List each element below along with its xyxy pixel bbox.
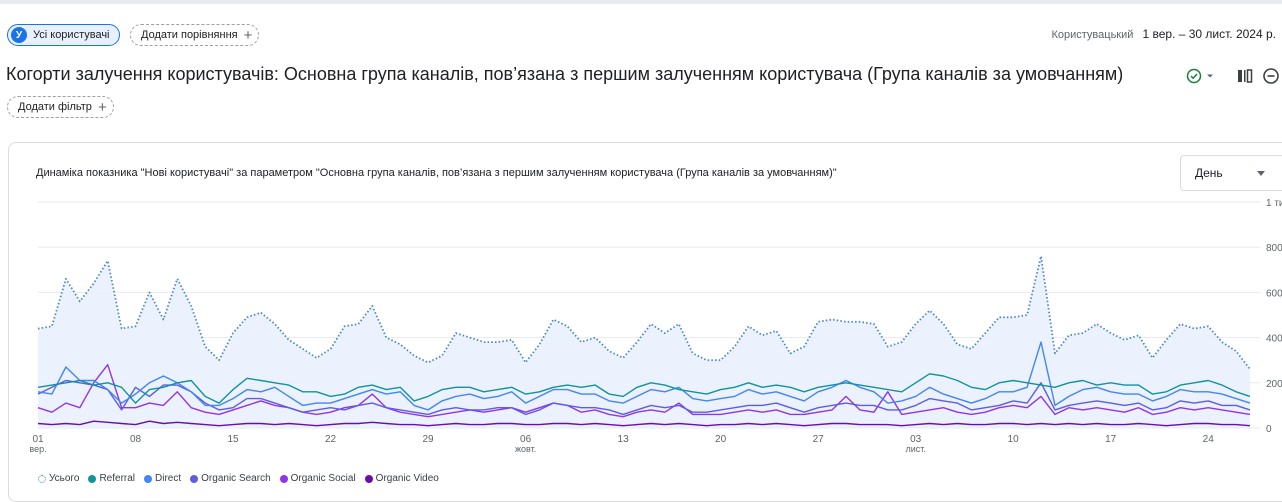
- y-tick-label: 0: [1266, 424, 1272, 435]
- date-range-selector[interactable]: Користувацький 1 вер. – 30 лист. 2024 р.: [1051, 27, 1276, 41]
- x-tick-sublabel: вер.: [29, 444, 46, 454]
- x-tick-label: 15: [227, 434, 239, 445]
- x-tick-label: 01: [32, 434, 44, 445]
- legend-label: Organic Video: [375, 473, 439, 484]
- legend-item-referral[interactable]: Referral: [88, 473, 135, 484]
- add-comparison-button[interactable]: Додати порівняння +: [130, 24, 260, 46]
- add-filter-button[interactable]: Додати фільтр +: [7, 96, 114, 118]
- series-line-organic-search: [37, 379, 1251, 416]
- legend-swatch-icon: [364, 474, 373, 483]
- y-tick-label: 1 тис.: [1266, 198, 1282, 209]
- x-tick-label: 08: [130, 434, 142, 445]
- check-circle-icon: [1186, 68, 1202, 84]
- caret-down-icon: [1257, 171, 1265, 176]
- x-tick-label: 29: [423, 434, 435, 445]
- legend-label: Усього: [49, 473, 80, 484]
- x-tick-sublabel: жовт.: [515, 444, 536, 454]
- granularity-value: День: [1195, 166, 1223, 180]
- legend-swatch-icon: [190, 474, 199, 483]
- legend-item-direct[interactable]: Direct: [144, 473, 181, 484]
- legend-item-organic-search[interactable]: Organic Search: [190, 473, 271, 484]
- legend-item-organic-social[interactable]: Organic Social: [279, 473, 356, 484]
- report-status-button[interactable]: [1178, 65, 1222, 87]
- series-line-organic-social: [37, 364, 1251, 418]
- x-tick-label: 22: [325, 434, 337, 445]
- add-comparison-label: Додати порівняння: [141, 29, 238, 41]
- compare-icon[interactable]: [1236, 67, 1254, 85]
- x-tick-sublabel: лист.: [905, 444, 925, 454]
- x-tick-label: 13: [618, 434, 630, 445]
- legend-label: Organic Social: [290, 473, 356, 484]
- legend-item-organic-video[interactable]: Organic Video: [364, 473, 439, 484]
- plus-icon: +: [243, 26, 253, 44]
- series-line-referral: [37, 373, 1251, 404]
- segment-avatar: У: [11, 27, 27, 43]
- x-tick-label: 03: [910, 434, 922, 445]
- series-line-усього: [37, 255, 1251, 370]
- y-tick-label: 800: [1266, 243, 1282, 254]
- legend-swatch-icon: [279, 474, 288, 483]
- x-tick-label: 24: [1203, 434, 1215, 445]
- legend-label: Referral: [99, 473, 136, 484]
- series-line-organic-video: [37, 420, 1251, 427]
- chart-legend: Усього Referral Direct Organic Search Organi…: [38, 473, 439, 484]
- date-range-value: 1 вер. – 30 лист. 2024 р.: [1142, 27, 1276, 41]
- chevron-down-icon: [1207, 74, 1213, 78]
- chart-title: Динаміка показника "Нові користувачі" за…: [36, 167, 837, 179]
- plus-icon: +: [97, 98, 107, 116]
- series-total-area: [38, 256, 1250, 428]
- y-tick-label: 200: [1266, 379, 1282, 390]
- y-tick-label: 600: [1266, 288, 1282, 299]
- legend-swatch-icon: [88, 474, 97, 483]
- series-line-direct: [37, 341, 1251, 411]
- title-actions: [1178, 65, 1280, 87]
- insights-icon[interactable]: [1262, 67, 1280, 85]
- x-tick-label: 27: [813, 434, 825, 445]
- all-users-chip[interactable]: У Усі користувачі: [7, 24, 120, 46]
- granularity-select[interactable]: День: [1180, 155, 1282, 191]
- legend-swatch-icon: [144, 474, 153, 483]
- page-title: Когорти залучення користувачів: Основна …: [6, 64, 1124, 84]
- x-tick-label: 06: [520, 434, 532, 445]
- legend-swatch-icon: [38, 474, 46, 483]
- date-range-type: Користувацький: [1051, 29, 1134, 41]
- legend-label: Organic Search: [201, 473, 271, 484]
- legend-item-усього[interactable]: Усього: [38, 473, 79, 484]
- top-strip: [0, 0, 1282, 4]
- all-users-label: Усі користувачі: [33, 29, 110, 41]
- legend-label: Direct: [155, 473, 182, 484]
- add-filter-label: Додати фільтр: [18, 101, 92, 113]
- x-tick-label: 10: [1008, 434, 1020, 445]
- x-tick-label: 17: [1105, 434, 1117, 445]
- x-tick-label: 20: [715, 434, 727, 445]
- y-tick-label: 400: [1266, 334, 1282, 345]
